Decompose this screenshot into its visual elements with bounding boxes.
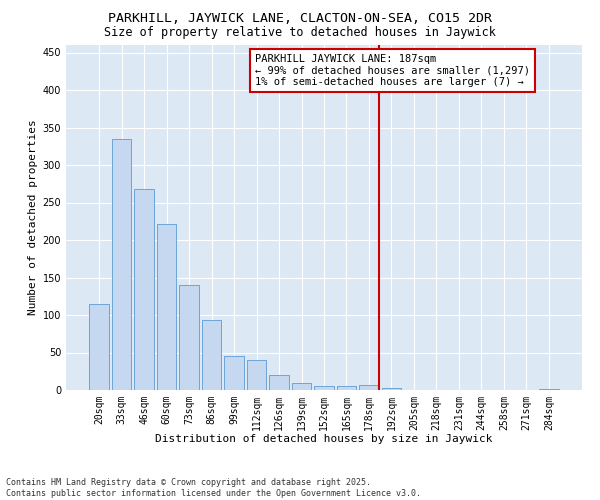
Bar — [179, 285, 199, 390]
X-axis label: Distribution of detached houses by size in Jaywick: Distribution of detached houses by size … — [155, 434, 493, 444]
Bar — [89, 304, 109, 390]
Bar — [112, 138, 131, 390]
Bar — [292, 382, 311, 390]
Text: PARKHILL JAYWICK LANE: 187sqm
← 99% of detached houses are smaller (1,297)
1% of: PARKHILL JAYWICK LANE: 187sqm ← 99% of d… — [255, 54, 530, 87]
Text: PARKHILL, JAYWICK LANE, CLACTON-ON-SEA, CO15 2DR: PARKHILL, JAYWICK LANE, CLACTON-ON-SEA, … — [108, 12, 492, 26]
Bar — [539, 388, 559, 390]
Y-axis label: Number of detached properties: Number of detached properties — [28, 120, 38, 316]
Bar — [224, 356, 244, 390]
Text: Size of property relative to detached houses in Jaywick: Size of property relative to detached ho… — [104, 26, 496, 39]
Bar — [202, 320, 221, 390]
Bar — [269, 375, 289, 390]
Bar — [359, 385, 379, 390]
Bar — [314, 386, 334, 390]
Bar — [382, 388, 401, 390]
Bar — [247, 360, 266, 390]
Bar — [157, 224, 176, 390]
Text: Contains HM Land Registry data © Crown copyright and database right 2025.
Contai: Contains HM Land Registry data © Crown c… — [6, 478, 421, 498]
Bar — [337, 386, 356, 390]
Bar — [134, 189, 154, 390]
